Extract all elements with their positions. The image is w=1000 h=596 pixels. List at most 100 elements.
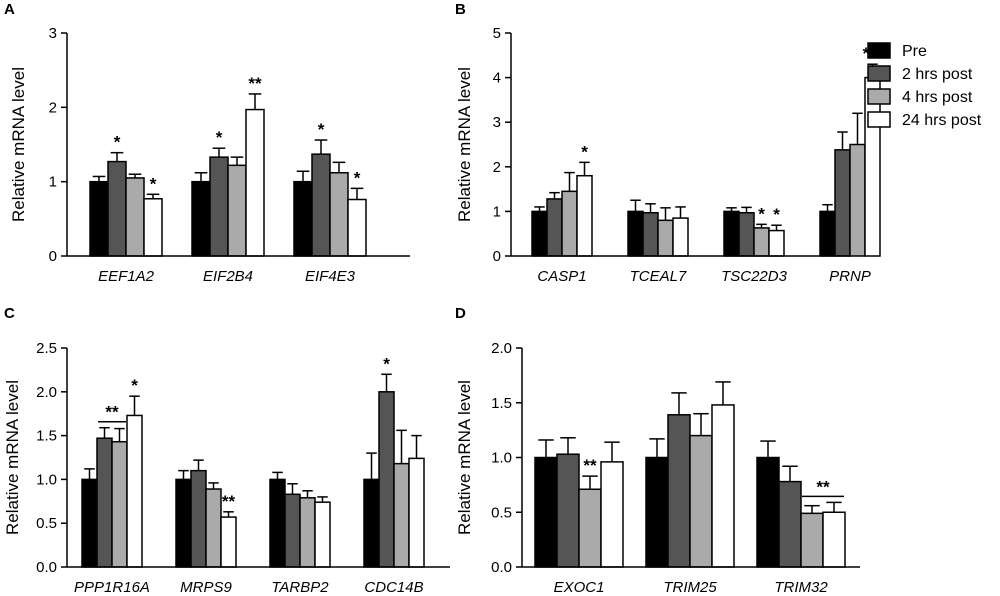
significance-label: ** — [222, 492, 236, 511]
significance-label: * — [773, 205, 780, 224]
significance-label: * — [114, 133, 121, 152]
bar-24-hrs-post-exoc1 — [600, 461, 624, 568]
bar-2-hrs-post-exoc1 — [556, 453, 580, 568]
y-tick-label: 2.0 — [491, 340, 512, 357]
significance-label: * — [131, 376, 138, 395]
legend-swatch-4-hrs-post — [867, 88, 891, 105]
y-tick-label: 2 — [493, 159, 501, 176]
bar-4-hrs-post-casp1 — [561, 190, 578, 257]
bar-2-hrs-post-tarbp2 — [284, 493, 301, 568]
x-category-label: EEF1A2 — [98, 268, 155, 285]
bar-pre-tceal7 — [627, 210, 644, 257]
bar-24-hrs-post-ppp1r16a — [126, 414, 143, 568]
y-axis-label: Relative mRNA level — [455, 380, 474, 535]
y-tick-label: 3 — [49, 25, 57, 42]
y-tick-label: 1 — [49, 174, 57, 191]
bar-4-hrs-post-eef1a2 — [125, 177, 145, 257]
bar-2-hrs-post-trim32 — [778, 480, 802, 568]
bar-pre-trim25 — [645, 456, 669, 568]
legend-label: 4 hrs post — [902, 89, 973, 106]
y-tick-label: 0.0 — [36, 559, 57, 576]
bar-4-hrs-post-eif4e3 — [329, 171, 349, 257]
x-category-label: MRPS9 — [180, 579, 232, 596]
x-category-label: PPP1R16A — [74, 579, 150, 596]
x-category-label: EXOC1 — [554, 579, 605, 596]
bar-pre-ppp1r16a — [81, 478, 98, 568]
bar-24-hrs-post-trim25 — [711, 404, 735, 568]
bar-pre-tsc22d3 — [723, 210, 740, 257]
y-tick-label: 1.0 — [36, 471, 57, 488]
bar-24-hrs-post-casp1 — [576, 174, 593, 257]
significance-label: * — [318, 120, 325, 139]
panel-letter: A — [4, 1, 15, 18]
y-axis-label: Relative mRNA level — [9, 67, 28, 222]
y-tick-label: 0.5 — [36, 515, 57, 532]
panel-c: C Relative mRNA level 0.0 0.5 1.0 1.5 2.0 2.5 PP… — [3, 305, 450, 596]
x-category-label: TCEAL7 — [630, 268, 687, 285]
bar-pre-prnp — [819, 210, 836, 257]
significance-label: * — [758, 204, 765, 223]
bar-24-hrs-post-eef1a2 — [143, 198, 163, 257]
legend-label: 24 hrs post — [902, 112, 982, 129]
x-category-label: TRIM25 — [663, 579, 717, 596]
bar-2-hrs-post-prnp — [834, 149, 851, 257]
significance-label: * — [216, 128, 223, 147]
bar-2-hrs-post-mrps9 — [190, 469, 207, 568]
significance-label: * — [354, 168, 361, 187]
x-category-label: EIF4E3 — [305, 268, 356, 285]
panels-layer: A Relative mRNA level 0 1 2 3 EEF1A2 EIF2B4 EIF4… — [3, 1, 883, 596]
bar-24-hrs-post-tarbp2 — [314, 501, 331, 568]
y-tick-label: 1.5 — [36, 428, 57, 445]
legend-swatch-24-hrs-post — [867, 111, 891, 128]
x-category-label: PRNP — [829, 268, 871, 285]
bar-4-hrs-post-tsc22d3 — [753, 227, 770, 257]
significance-label: * — [581, 142, 588, 161]
bar-pre-mrps9 — [175, 478, 192, 568]
panel-a: A Relative mRNA level 0 1 2 3 EEF1A2 EIF2B4 EIF4… — [4, 1, 410, 285]
bar-4-hrs-post-prnp — [849, 143, 866, 257]
significance-label: ** — [816, 477, 830, 496]
significance-label: * — [383, 354, 390, 373]
y-tick-label: 2.5 — [36, 340, 57, 357]
bar-4-hrs-post-trim25 — [689, 434, 713, 568]
bar-pre-eif4e3 — [293, 180, 313, 257]
legend-swatch-2-hrs-post — [867, 65, 891, 82]
bar-4-hrs-post-tarbp2 — [299, 497, 316, 568]
bar-2-hrs-post-cdc14b — [378, 391, 395, 568]
bar-24-hrs-post-mrps9 — [220, 516, 237, 568]
y-tick-label: 0 — [49, 248, 57, 265]
bar-4-hrs-post-trim32 — [800, 512, 824, 568]
bar-2-hrs-post-ppp1r16a — [96, 437, 113, 568]
panel-b: B Relative mRNA level 0 1 2 3 4 5 CASP1 TCEAL7 TSC… — [455, 1, 883, 285]
x-category-label: TSC22D3 — [721, 268, 788, 285]
bar-2-hrs-post-eef1a2 — [107, 160, 127, 257]
bar-2-hrs-post-casp1 — [546, 198, 563, 257]
y-tick-label: 0 — [493, 248, 501, 265]
panel-d: D Relative mRNA level 0.0 0.5 1.0 1.5 2.0 EXOC1… — [455, 305, 860, 596]
panel-letter: C — [4, 305, 15, 322]
x-category-label: EIF2B4 — [203, 268, 253, 285]
bar-24-hrs-post-trim32 — [822, 511, 846, 568]
y-axis-label: Relative mRNA level — [3, 380, 22, 535]
panel-letter: B — [455, 1, 466, 18]
bar-4-hrs-post-cdc14b — [393, 462, 410, 568]
y-tick-label: 1.0 — [491, 450, 512, 467]
bar-24-hrs-post-eif4e3 — [347, 198, 367, 257]
bar-24-hrs-post-eif2b4 — [245, 108, 265, 257]
x-category-label: TRIM32 — [774, 579, 828, 596]
significance-label: ** — [248, 74, 262, 93]
bar-2-hrs-post-eif2b4 — [209, 156, 229, 257]
x-category-label: TARBP2 — [271, 579, 329, 596]
legend: Pre 2 hrs post 4 hrs post 24 hrs post — [867, 42, 982, 129]
y-axis-label: Relative mRNA level — [455, 67, 474, 222]
bar-pre-trim32 — [756, 456, 780, 568]
bar-pre-casp1 — [531, 210, 548, 257]
y-tick-label: 1 — [493, 203, 501, 220]
bar-2-hrs-post-tceal7 — [642, 211, 659, 257]
y-tick-label: 3 — [493, 114, 501, 131]
bar-4-hrs-post-eif2b4 — [227, 164, 247, 257]
legend-label: 2 hrs post — [902, 66, 973, 83]
bar-24-hrs-post-cdc14b — [408, 457, 425, 568]
significance-label: * — [150, 174, 157, 193]
